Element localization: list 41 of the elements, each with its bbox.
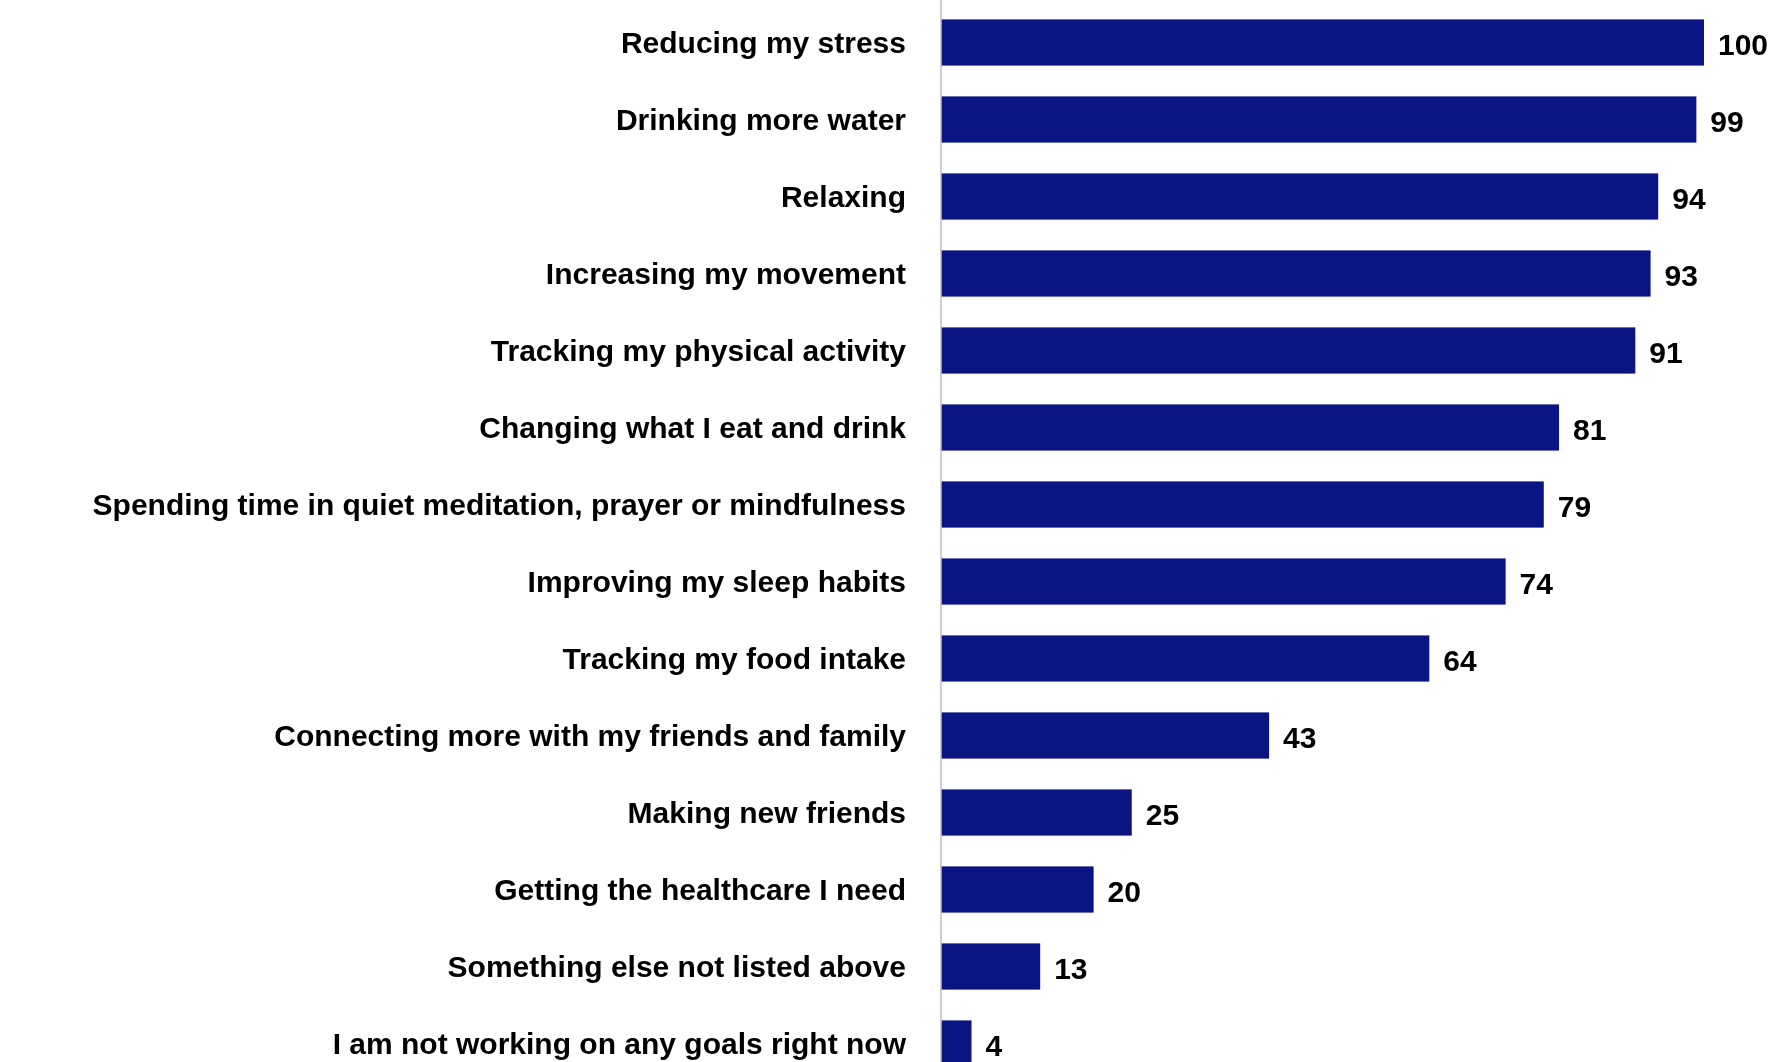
bar bbox=[941, 866, 1094, 913]
y-tick-label: Increasing my movement bbox=[545, 257, 906, 290]
y-tick-label: Improving my sleep habits bbox=[527, 565, 906, 598]
data-label: 4 bbox=[985, 1029, 1003, 1062]
data-label: 94 bbox=[1672, 182, 1706, 215]
y-tick-label: Reducing my stress bbox=[620, 26, 906, 59]
y-tick-label: Making new friends bbox=[627, 796, 906, 829]
data-label: 79 bbox=[1557, 490, 1592, 523]
bar bbox=[941, 327, 1636, 374]
data-label: 74 bbox=[1519, 567, 1554, 600]
bar bbox=[941, 19, 1704, 66]
bar bbox=[941, 635, 1430, 682]
y-tick-label: I am not working on any goals right now bbox=[332, 1027, 907, 1060]
y-tick-label: Something else not listed above bbox=[447, 950, 906, 983]
data-label: 43 bbox=[1283, 721, 1317, 754]
y-tick-label: Spending time in quiet meditation, prayer or mindfulness bbox=[92, 488, 906, 521]
bar bbox=[941, 712, 1270, 759]
data-label: 13 bbox=[1054, 952, 1088, 985]
y-tick-label: Tracking my physical activity bbox=[490, 334, 907, 367]
y-tick-label: Tracking my food intake bbox=[562, 642, 906, 675]
y-tick-label: Getting the healthcare I need bbox=[494, 873, 906, 906]
data-label: 25 bbox=[1145, 798, 1180, 831]
bar bbox=[941, 481, 1544, 528]
bar bbox=[941, 789, 1132, 836]
data-label: 93 bbox=[1664, 259, 1698, 292]
bar bbox=[941, 250, 1651, 297]
y-tick-label: Relaxing bbox=[780, 180, 906, 213]
data-label: 20 bbox=[1107, 875, 1141, 908]
y-tick-label: Changing what I eat and drink bbox=[479, 411, 907, 444]
data-label: 81 bbox=[1573, 413, 1607, 446]
data-label: 99 bbox=[1710, 105, 1744, 138]
bar bbox=[941, 558, 1506, 605]
bar bbox=[941, 173, 1659, 220]
y-tick-label: Connecting more with my friends and family bbox=[274, 719, 907, 752]
bar bbox=[941, 943, 1041, 990]
data-label: 64 bbox=[1443, 644, 1477, 677]
bar bbox=[941, 404, 1560, 451]
bar bbox=[941, 96, 1697, 143]
data-label: 91 bbox=[1649, 336, 1683, 369]
data-label: 100 bbox=[1718, 28, 1769, 61]
y-tick-label: Drinking more water bbox=[615, 103, 907, 136]
